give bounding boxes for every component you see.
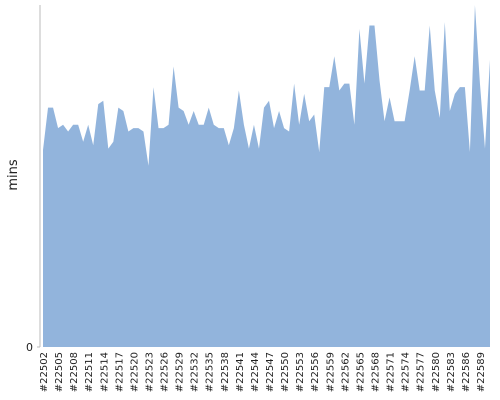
x-tick-label: #22574 <box>401 352 412 392</box>
x-tick-label: #22556 <box>310 352 321 392</box>
x-tick-label: #22586 <box>461 352 472 392</box>
x-tick-label: #22562 <box>340 352 351 392</box>
x-tick-label: #22517 <box>114 352 125 392</box>
x-tick-label: #22565 <box>355 352 366 392</box>
x-tick-label: #22583 <box>446 352 457 392</box>
x-tick-label: #22580 <box>431 352 442 392</box>
x-tick-label: #22559 <box>325 352 336 392</box>
x-tick-label: #22544 <box>250 352 261 392</box>
x-tick-label: #22577 <box>416 352 427 392</box>
area <box>43 5 490 347</box>
x-tick-label: #22502 <box>39 352 50 392</box>
x-tick-label: #22526 <box>160 352 171 392</box>
y-axis-label: mins <box>6 159 21 191</box>
x-tick-label: #22523 <box>144 352 155 392</box>
x-tick-label: #22538 <box>220 352 231 392</box>
x-tick-label: #22508 <box>69 352 80 392</box>
x-tick-label: #22505 <box>54 352 65 392</box>
x-tick-label: #22535 <box>205 352 216 392</box>
x-tick-label: #22553 <box>295 352 306 392</box>
y-tick-label: 0 <box>26 341 33 354</box>
x-tick-label: #22514 <box>99 352 110 392</box>
x-tick-label: #22511 <box>84 352 95 392</box>
x-tick-label: #22541 <box>235 352 246 392</box>
x-tick-label: #22520 <box>129 352 140 392</box>
x-tick-label: #22547 <box>265 352 276 392</box>
x-tick-label: #22589 <box>476 352 487 392</box>
x-tick-label: #22529 <box>175 352 186 392</box>
x-tick-label: #22568 <box>370 352 381 392</box>
x-tick-label: #22550 <box>280 352 291 392</box>
x-tick-label: #22532 <box>190 352 201 392</box>
x-tick-label: #22571 <box>386 352 397 392</box>
